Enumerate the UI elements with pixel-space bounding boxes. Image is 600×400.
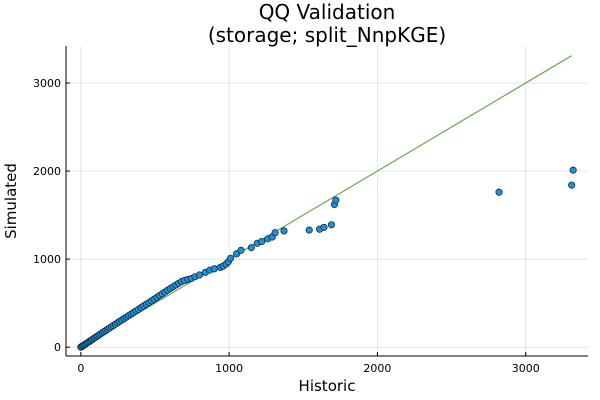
x-tick-label: 1000 <box>215 362 243 375</box>
chart-subtitle: (storage; split_NnpKGE) <box>208 23 446 47</box>
axes <box>65 46 588 357</box>
data-point <box>332 196 340 204</box>
y-tick-label: 3000 <box>33 77 61 90</box>
y-tick-label: 0 <box>54 341 61 354</box>
x-axis-label: Historic <box>299 377 356 395</box>
data-point <box>568 181 576 189</box>
x-tick-label: 0 <box>77 362 84 375</box>
data-point <box>258 237 266 246</box>
grid-lines <box>66 46 588 356</box>
data-point <box>280 227 288 235</box>
reference-line <box>80 55 572 348</box>
y-tick-label: 2000 <box>33 165 61 178</box>
y-axis-label: Simulated <box>2 163 20 239</box>
x-tick-label: 2000 <box>363 362 391 375</box>
x-tick-labels: 0 1000 2000 3000 <box>77 362 539 375</box>
data-point <box>195 271 204 279</box>
x-tick-label: 3000 <box>512 362 540 375</box>
chart-title: QQ Validation <box>259 0 396 24</box>
y-tick-labels: 0 1000 2000 3000 <box>33 77 61 354</box>
data-point <box>237 246 245 254</box>
data-point <box>569 166 577 174</box>
data-points <box>77 166 577 351</box>
reference-line-group <box>80 55 572 348</box>
data-point <box>320 223 328 231</box>
data-point <box>210 265 218 273</box>
data-point <box>227 254 235 262</box>
y-tick-label: 1000 <box>33 253 61 266</box>
data-point <box>247 244 255 252</box>
data-point <box>271 229 279 237</box>
data-point <box>305 226 313 234</box>
data-point <box>495 188 503 196</box>
data-point <box>327 221 335 229</box>
